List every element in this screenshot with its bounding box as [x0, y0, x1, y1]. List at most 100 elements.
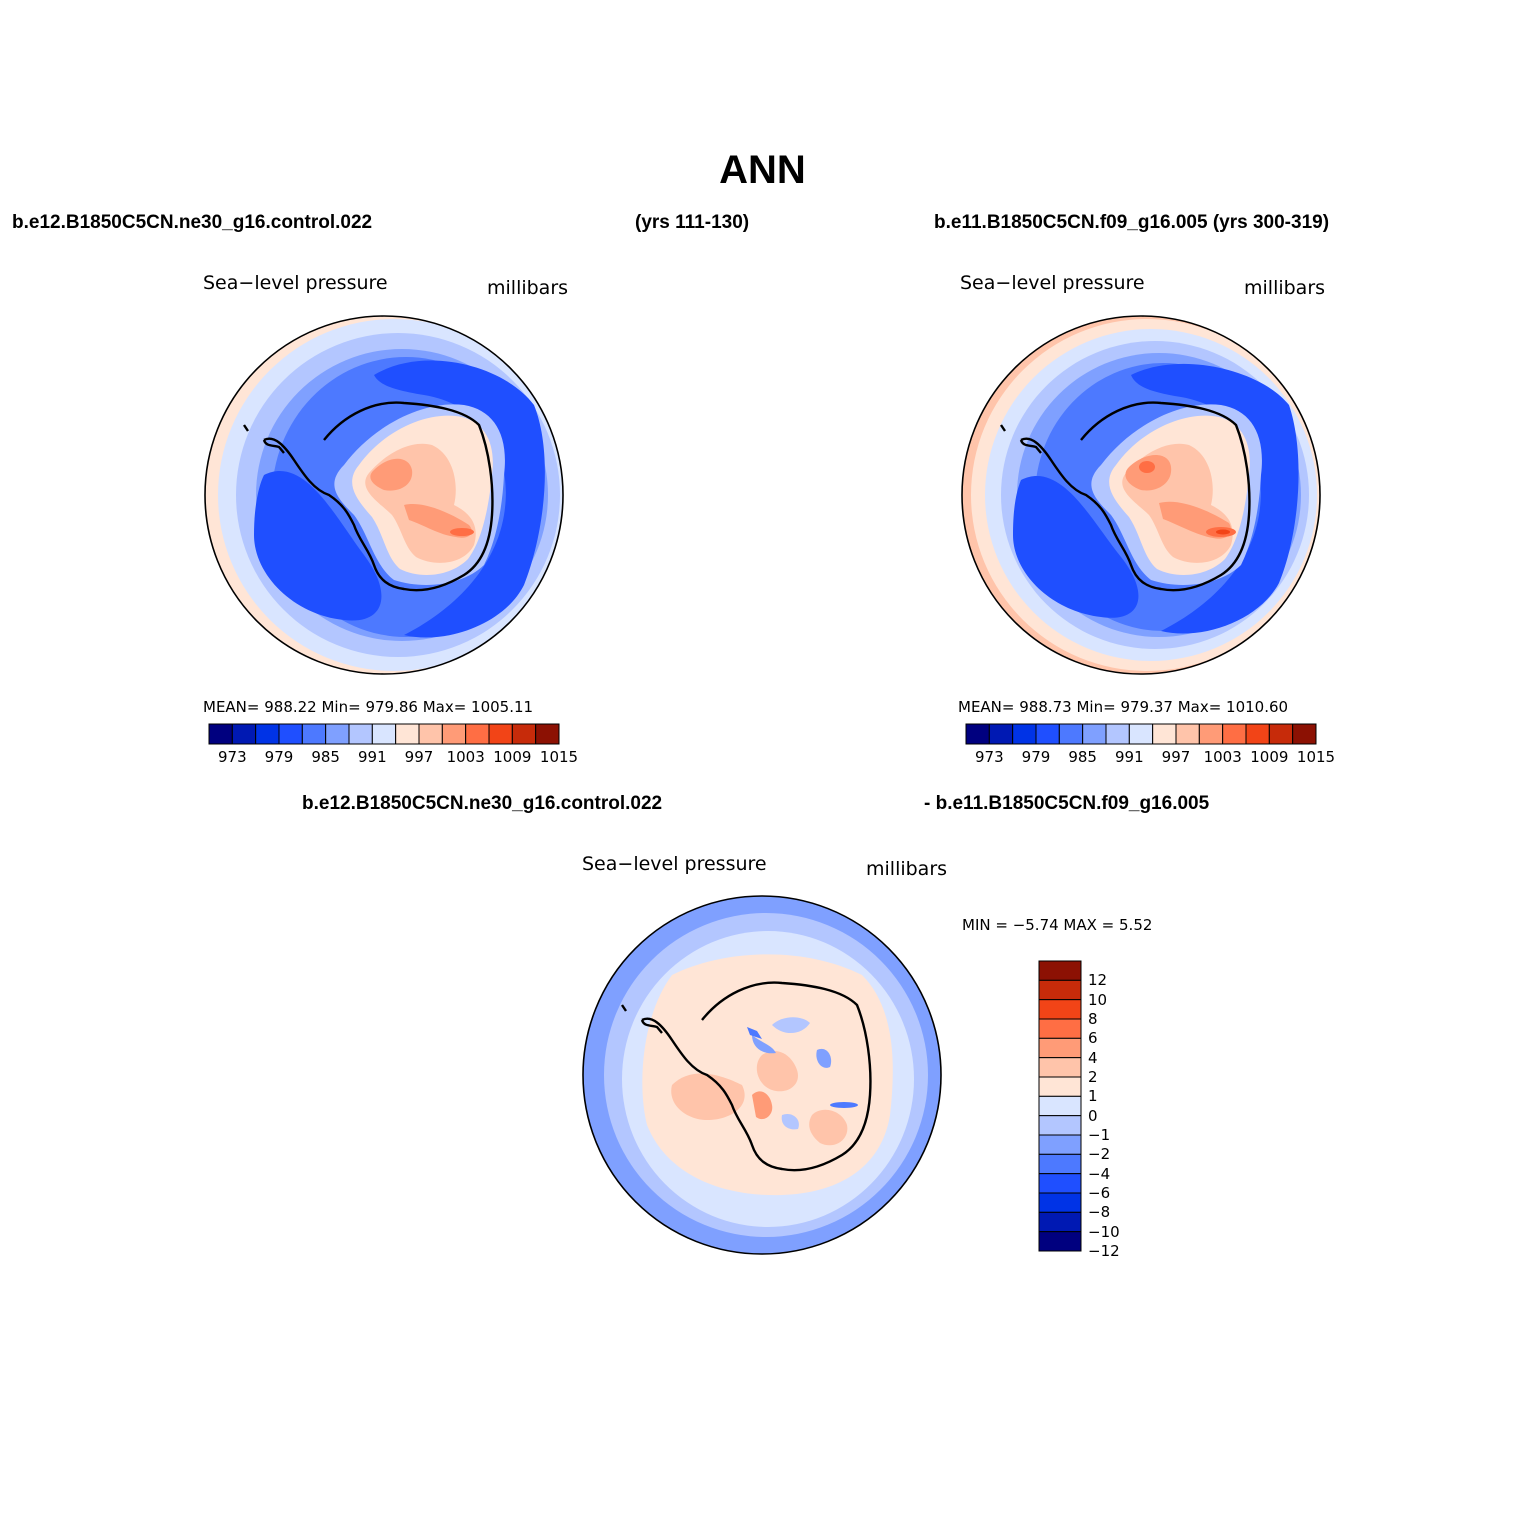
diff-colorbar-tick-label: 6 [1088, 1029, 1098, 1048]
diff-colorbar-swatch [1038, 999, 1082, 1020]
left-colorbar-swatch [511, 723, 537, 745]
left-case-name: b.e12.B1850C5CN.ne30_g16.control.022 [12, 212, 373, 233]
diff-colorbar-swatch [1038, 1192, 1082, 1213]
right-colorbar-swatch [1128, 723, 1154, 745]
diff-colorbar-tick-label: 0 [1088, 1106, 1098, 1125]
diff-colorbar [1038, 960, 1082, 1252]
left-colorbar-swatch [255, 723, 280, 745]
left-variable-label: Sea−level pressure [203, 272, 388, 294]
left-colorbar-swatch [325, 723, 350, 745]
diff-colorbar-swatch [1038, 1076, 1082, 1097]
right-case-name: b.e11.B1850C5CN.f09_g16.005 (yrs 300-319… [934, 212, 1330, 233]
left-polar-map [204, 315, 564, 675]
left-colorbar-swatch [488, 723, 513, 745]
right-colorbar-tick-label: 997 [1161, 748, 1191, 766]
diff-colorbar-swatch [1038, 1134, 1082, 1155]
right-colorbar-tick-label: 985 [1068, 748, 1097, 766]
right-colorbar-swatch [1245, 723, 1270, 745]
left-colorbar-tick-label: 1015 [539, 748, 579, 766]
right-variable-label: Sea−level pressure [960, 272, 1145, 294]
right-colorbar-swatch [1035, 723, 1060, 745]
right-colorbar-swatch [1175, 723, 1200, 745]
right-colorbar-tick-label: 1015 [1296, 748, 1336, 766]
right-units-label: millibars [1244, 277, 1326, 299]
left-colorbar-swatch [535, 723, 560, 745]
diff-colorbar-tick-label: −1 [1088, 1126, 1111, 1144]
left-colorbar-swatch [231, 723, 257, 745]
diff-colorbar-tick-label: −12 [1088, 1242, 1120, 1260]
right-colorbar-tick-label: 1003 [1203, 748, 1242, 766]
right-polar-map [961, 315, 1321, 675]
right-colorbar-swatch [1152, 723, 1177, 745]
left-colorbar-swatch [301, 723, 327, 745]
diff-colorbar-tick-label: 4 [1088, 1048, 1098, 1067]
left-colorbar-swatch [348, 723, 373, 745]
left-colorbar-tick-label: 985 [311, 748, 340, 766]
left-colorbar-swatch [441, 723, 467, 745]
right-colorbar-swatch [1058, 723, 1084, 745]
right-colorbar [965, 723, 1317, 745]
right-colorbar-swatch [1222, 723, 1247, 745]
diff-colorbar-swatch [1038, 1095, 1082, 1117]
diff-case-b: - b.e11.B1850C5CN.f09_g16.005 [924, 793, 1210, 814]
left-colorbar-tick-label: 973 [218, 748, 247, 766]
diff-colorbar-swatch [1038, 1037, 1082, 1059]
right-colorbar-swatch [1105, 723, 1130, 745]
right-colorbar-tick-label: 991 [1115, 748, 1144, 766]
right-colorbar-swatch [1082, 723, 1107, 745]
right-colorbar-tick-label: 1009 [1250, 748, 1289, 766]
right-colorbar-swatch [988, 723, 1014, 745]
diff-colorbar-tick-label: −2 [1088, 1145, 1111, 1164]
left-colorbar-tick-label: 991 [358, 748, 387, 766]
left-stats: MEAN= 988.22 Min= 979.86 Max= 1005.11 [203, 698, 534, 716]
diff-colorbar-ticks: 12 10 8 6 4 2 1 0 −1 −2 −4 −6 −8 −10 −12 [1088, 961, 1148, 1260]
right-colorbar-tick-label: 979 [1021, 748, 1051, 766]
right-colorbar-swatch [1012, 723, 1037, 745]
diff-colorbar-tick-label: −10 [1088, 1222, 1120, 1241]
diff-colorbar-tick-label: −4 [1088, 1164, 1111, 1183]
diff-colorbar-swatch [1038, 1057, 1082, 1078]
diff-stats: MIN = −5.74 MAX = 5.52 [962, 916, 1153, 934]
right-colorbar-swatch [1292, 723, 1317, 745]
diff-colorbar-tick-label: −8 [1088, 1203, 1111, 1222]
left-case-years: (yrs 111-130) [635, 212, 750, 233]
left-colorbar-swatch [418, 723, 443, 745]
right-colorbar-swatch [1198, 723, 1224, 745]
right-colorbar-ticks: 973 979 985 991 997 1003 1009 1015 [966, 748, 1335, 768]
right-colorbar-swatch [965, 723, 990, 745]
diff-colorbar-tick-label: 8 [1088, 1010, 1098, 1028]
right-colorbar-swatch [1268, 723, 1294, 745]
diff-colorbar-swatch [1038, 960, 1082, 981]
diff-variable-label: Sea−level pressure [582, 853, 767, 875]
diff-colorbar-tick-label: 2 [1088, 1068, 1098, 1086]
left-colorbar-swatch [208, 723, 233, 745]
diff-polar-map [582, 895, 942, 1255]
left-colorbar-ticks: 973 979 985 991 997 1003 1009 1015 [209, 748, 578, 768]
diff-colorbar-tick-label: 1 [1088, 1087, 1098, 1106]
left-colorbar-tick-label: 1003 [446, 748, 485, 766]
diff-case-a: b.e12.B1850C5CN.ne30_g16.control.022 [302, 793, 663, 814]
diff-colorbar-swatch [1038, 1211, 1082, 1233]
left-colorbar-tick-label: 1009 [493, 748, 532, 766]
left-colorbar [208, 723, 560, 745]
figure-title: ANN [719, 148, 806, 192]
diff-colorbar-swatch [1038, 1173, 1082, 1194]
diff-units-label: millibars [866, 858, 948, 880]
diff-colorbar-swatch [1038, 1231, 1082, 1252]
left-colorbar-tick-label: 979 [264, 748, 294, 766]
left-units-label: millibars [487, 277, 569, 299]
diff-colorbar-swatch [1038, 979, 1082, 1001]
left-colorbar-tick-label: 997 [404, 748, 434, 766]
diff-colorbar-tick-label: 10 [1088, 990, 1108, 1009]
right-colorbar-tick-label: 973 [975, 748, 1004, 766]
diff-colorbar-tick-label: 12 [1088, 971, 1108, 990]
left-colorbar-swatch [278, 723, 303, 745]
diff-colorbar-swatch [1038, 1115, 1082, 1136]
left-colorbar-swatch [395, 723, 420, 745]
diff-colorbar-swatch [1038, 1018, 1082, 1039]
diff-colorbar-swatch [1038, 1153, 1082, 1175]
left-colorbar-swatch [465, 723, 490, 745]
diff-colorbar-tick-label: −6 [1088, 1184, 1111, 1202]
right-stats: MEAN= 988.73 Min= 979.37 Max= 1010.60 [958, 698, 1289, 716]
left-colorbar-swatch [371, 723, 397, 745]
